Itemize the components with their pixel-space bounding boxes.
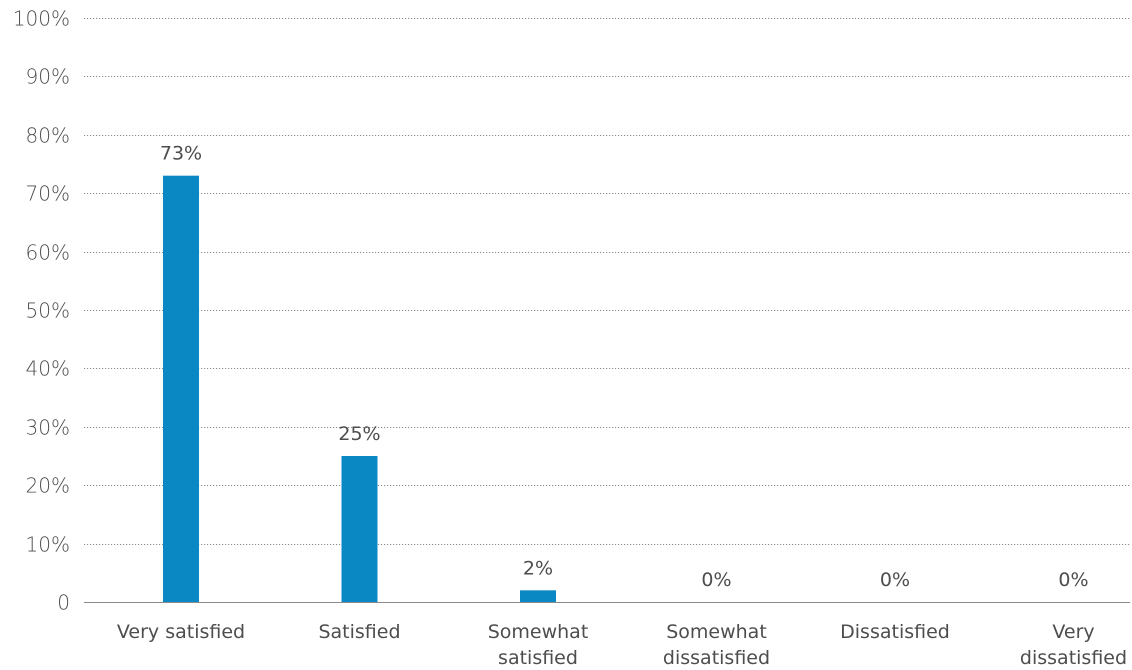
- y-tick-label: 50%: [26, 299, 70, 323]
- data-label: 73%: [160, 143, 202, 165]
- data-label: 0%: [1058, 569, 1088, 591]
- category-label-line: Somewhat: [666, 621, 767, 643]
- category-label-line: Somewhat: [488, 621, 589, 643]
- category-label-line: satisfied: [498, 647, 578, 669]
- data-label: 0%: [880, 569, 910, 591]
- category-label-line: Very: [1052, 621, 1094, 643]
- category-label-line: dissatisfied: [1020, 647, 1127, 669]
- y-tick-label: 90%: [26, 65, 70, 89]
- y-tick-label: 20%: [26, 474, 70, 498]
- gridlines: [84, 18, 1130, 603]
- y-tick-label: 100%: [13, 7, 70, 31]
- category-label: Dissatisfied: [840, 621, 950, 643]
- category-label: Somewhat dissatisfied: [663, 621, 770, 669]
- category-label: Satisfied: [318, 621, 400, 643]
- data-label: 2%: [523, 557, 553, 579]
- category-label-line: Very satisfied: [117, 621, 245, 643]
- bar: [163, 175, 199, 602]
- bar: [520, 590, 556, 602]
- y-tick-label: 70%: [26, 182, 70, 206]
- category-label: Very dissatisfied: [1020, 621, 1127, 669]
- category-label: Very satisfied: [117, 621, 245, 643]
- y-tick-label: 0: [57, 591, 70, 615]
- category-label-line: Dissatisfied: [840, 621, 950, 643]
- y-tick-label: 30%: [26, 416, 70, 440]
- bars: [163, 175, 556, 602]
- x-axis-category-labels: Very satisfied Satisfied Somewhat satisfied…: [117, 621, 1127, 669]
- data-labels: 73% 25% 2% 0% 0% 0%: [160, 143, 1089, 591]
- data-label: 25%: [338, 423, 380, 445]
- y-tick-label: 80%: [26, 124, 70, 148]
- y-tick-label: 60%: [26, 241, 70, 265]
- y-axis-tick-labels: 0 10% 20% 30% 40% 50% 60% 70% 80% 90% 100%: [13, 7, 70, 615]
- category-label: Somewhat satisfied: [488, 621, 589, 669]
- bar: [341, 456, 378, 602]
- data-label: 0%: [701, 569, 731, 591]
- category-label-line: dissatisfied: [663, 647, 770, 669]
- y-tick-label: 10%: [26, 533, 70, 557]
- y-tick-label: 40%: [26, 357, 70, 381]
- category-label-line: Satisfied: [318, 621, 400, 643]
